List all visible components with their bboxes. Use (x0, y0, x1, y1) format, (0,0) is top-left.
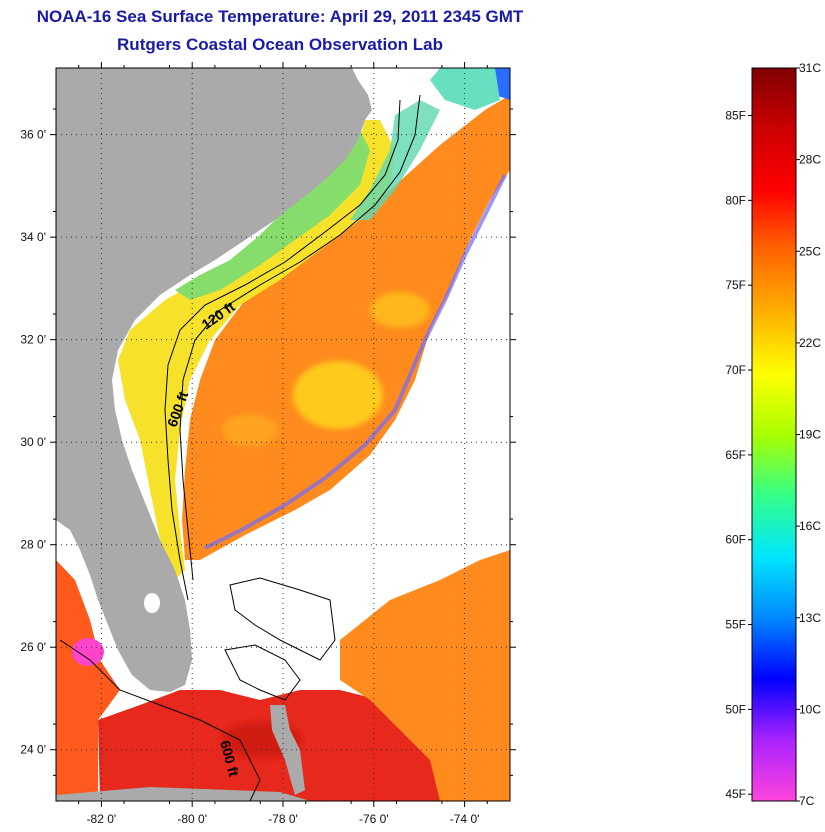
axis-ticks (50, 62, 516, 807)
celsius-label: 7C (799, 794, 815, 808)
land-bahamas (270, 705, 305, 795)
cloud-edge-streaks (204, 174, 507, 550)
fahrenheit-label: 50F (725, 702, 746, 716)
longitude-label: -76 0' (359, 812, 389, 826)
warm-eddy (370, 292, 430, 328)
longitude-label: -82 0' (87, 812, 117, 826)
latitude-labels: 36 0' 34 0' 32 0' 30 0' 28 0' 26 0' 24 0' (20, 128, 46, 757)
longitude-label: -74 0' (450, 812, 480, 826)
fahrenheit-label: 45F (725, 787, 746, 801)
map-subtitle: Rutgers Coastal Ocean Observation Lab (117, 35, 443, 54)
land-cuba (56, 787, 310, 801)
celsius-label: 31C (799, 61, 821, 75)
cold-patch-magenta (72, 638, 104, 666)
latitude-label: 36 0' (20, 128, 46, 142)
longitude-label: -80 0' (177, 812, 207, 826)
latitude-label: 24 0' (20, 743, 46, 757)
contour-bahamas (224, 644, 301, 701)
latitude-label: 26 0' (20, 640, 46, 654)
lake-okeechobee (144, 593, 160, 613)
latitude-label: 30 0' (20, 435, 46, 449)
contour-bahamas (229, 577, 336, 661)
contour-120ft (164, 99, 401, 601)
celsius-label: 22C (799, 336, 821, 350)
fahrenheit-labels: 85F 80F 75F 70F 65F 60F 55F 50F 45F (725, 109, 752, 801)
fahrenheit-label: 65F (725, 448, 746, 462)
fahrenheit-label: 80F (725, 193, 746, 207)
fahrenheit-label: 70F (725, 363, 746, 377)
gulf-of-mexico-water (56, 560, 120, 801)
latitude-label: 28 0' (20, 538, 46, 552)
warm-eddy (293, 361, 383, 429)
bahamas-orange-water (340, 550, 510, 801)
fahrenheit-label: 85F (725, 109, 746, 123)
graticule (56, 68, 510, 801)
fahrenheit-label: 75F (725, 278, 746, 292)
longitude-label: -78 0' (268, 812, 298, 826)
celsius-labels: 31C 28C 25C 22C 19C 16C 13C 10C 7C (796, 61, 821, 808)
celsius-label: 10C (799, 702, 821, 716)
celsius-label: 28C (799, 153, 821, 167)
contour-gulf (59, 639, 261, 801)
celsius-label: 25C (799, 244, 821, 258)
colorbar-scale (751, 67, 797, 802)
fahrenheit-label: 60F (725, 533, 746, 547)
celsius-label: 19C (799, 428, 821, 442)
latitude-label: 34 0' (20, 230, 46, 244)
celsius-label: 13C (799, 611, 821, 625)
contour-600ft (179, 94, 421, 581)
map-title: NOAA-16 Sea Surface Temperature: April 2… (36, 7, 524, 26)
land-us-coast (56, 68, 372, 692)
longitude-labels: -82 0' -80 0' -78 0' -76 0' -74 0' (87, 812, 480, 826)
warm-eddy (222, 414, 278, 446)
latitude-label: 32 0' (20, 333, 46, 347)
shelf-water-yellow (118, 120, 395, 580)
celsius-label: 16C (799, 519, 821, 533)
fahrenheit-label: 55F (725, 618, 746, 632)
